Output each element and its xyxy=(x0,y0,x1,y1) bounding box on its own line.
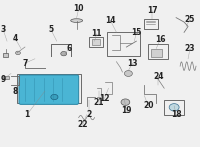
Text: 5: 5 xyxy=(48,25,53,34)
Text: 8: 8 xyxy=(12,87,18,96)
Bar xyxy=(92,39,100,45)
Text: 6: 6 xyxy=(66,44,71,53)
Bar xyxy=(3,53,8,57)
FancyBboxPatch shape xyxy=(19,75,79,104)
Text: 22: 22 xyxy=(77,120,88,130)
Text: 20: 20 xyxy=(143,101,154,110)
Text: 4: 4 xyxy=(12,34,18,43)
Text: 16: 16 xyxy=(155,35,165,44)
Text: 25: 25 xyxy=(185,15,195,24)
Text: 1: 1 xyxy=(24,110,30,119)
Text: 18: 18 xyxy=(171,110,181,119)
Bar xyxy=(3,76,9,79)
Text: 19: 19 xyxy=(121,106,132,115)
Ellipse shape xyxy=(71,19,83,22)
Text: 11: 11 xyxy=(91,29,102,38)
Text: 15: 15 xyxy=(131,28,142,37)
Circle shape xyxy=(61,51,67,56)
Text: 24: 24 xyxy=(153,72,163,81)
Bar xyxy=(107,32,140,56)
Bar xyxy=(164,100,184,115)
Text: 23: 23 xyxy=(185,44,195,53)
Text: 21: 21 xyxy=(93,98,104,107)
Text: 3: 3 xyxy=(0,25,6,34)
Circle shape xyxy=(121,99,130,105)
Bar xyxy=(144,19,158,29)
Circle shape xyxy=(169,104,179,111)
Circle shape xyxy=(51,94,58,100)
Circle shape xyxy=(124,71,132,76)
Text: 14: 14 xyxy=(105,16,116,25)
Text: 7: 7 xyxy=(22,59,28,68)
Bar xyxy=(151,49,162,57)
Bar xyxy=(89,37,103,47)
Text: 9: 9 xyxy=(0,75,6,84)
Circle shape xyxy=(16,51,20,55)
Text: 10: 10 xyxy=(73,4,84,13)
Text: 2: 2 xyxy=(86,110,91,119)
Text: 12: 12 xyxy=(99,94,110,103)
Text: 17: 17 xyxy=(147,6,158,15)
Bar xyxy=(17,74,81,103)
Text: 13: 13 xyxy=(127,59,138,68)
Bar xyxy=(148,44,168,59)
